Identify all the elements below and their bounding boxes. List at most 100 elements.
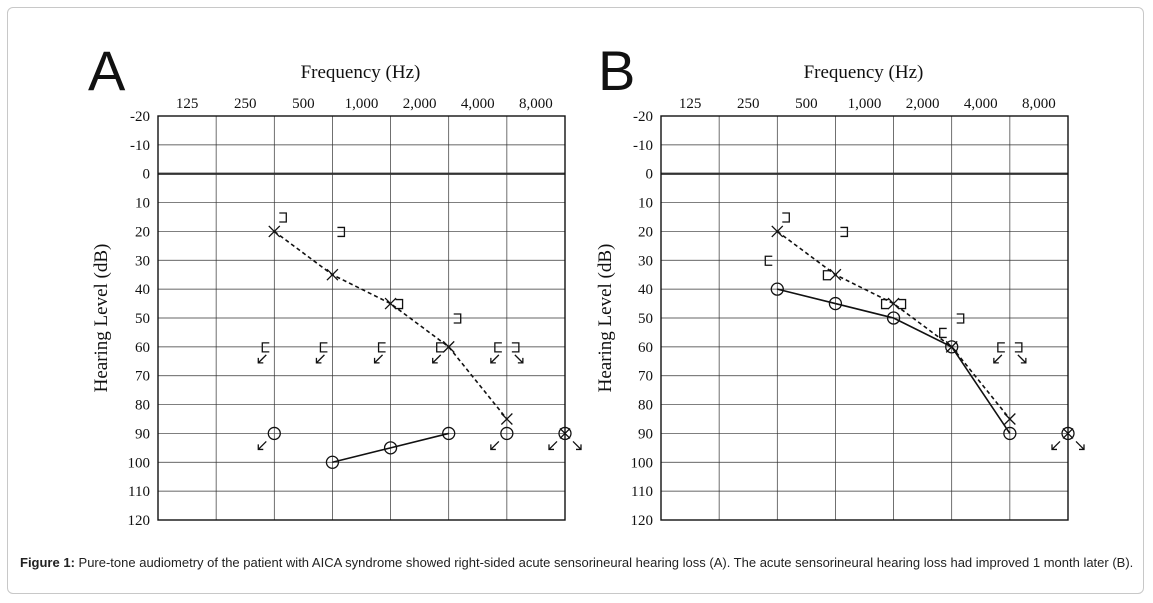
no-response-arrow [257, 440, 267, 451]
o-marker [500, 426, 514, 441]
no-response-arrow [548, 440, 558, 451]
y-tick-label: 30 [638, 253, 653, 269]
o-marker [828, 296, 843, 311]
x-marker [887, 297, 900, 310]
figure-caption: Figure 1: Pure-tone audiometry of the pa… [20, 553, 1140, 572]
y-tick-label: 110 [128, 484, 150, 500]
y-tick-label: 50 [638, 311, 653, 327]
plot-border [660, 115, 1069, 521]
y-tick-label: 10 [135, 196, 150, 212]
y-tick-label: 10 [638, 196, 653, 212]
x-tick-label: 500 [292, 96, 315, 112]
x-tick-label: 1,000 [848, 96, 882, 112]
bracket-marker [880, 298, 889, 310]
x-tick-label: 250 [234, 96, 257, 112]
bracket-marker [279, 212, 287, 223]
y-tick-label: 0 [143, 167, 151, 183]
no-response-arrow [514, 354, 524, 364]
x-marker [1003, 413, 1016, 425]
bracket-marker [319, 342, 328, 353]
x-marker [384, 297, 397, 310]
plot-border [157, 115, 566, 521]
bracket-marker [377, 342, 386, 353]
x-tick-label: 8,000 [1022, 96, 1056, 112]
bracket-marker [494, 342, 502, 353]
right-ear-air-line [777, 288, 1011, 434]
no-response-arrow [257, 354, 267, 364]
bracket-marker [956, 313, 965, 324]
y-tick-label: 30 [135, 253, 150, 269]
y-tick-label: 90 [135, 426, 150, 442]
caption-label: Figure 1: [20, 555, 75, 570]
x-tick-label: 2,000 [403, 96, 437, 112]
x-marker [829, 268, 842, 281]
no-response-arrow [1075, 440, 1085, 451]
left-ear-air-line [273, 230, 508, 420]
o-marker [1003, 426, 1017, 441]
no-response-arrow [1051, 440, 1061, 451]
bracket-marker [395, 298, 404, 310]
y-tick-label: 80 [638, 398, 653, 414]
x-marker [268, 225, 281, 238]
o-marker [886, 311, 901, 325]
bracket-marker [840, 226, 849, 238]
y-tick-label: -20 [633, 109, 653, 125]
y-tick-label: 40 [135, 282, 150, 298]
x-tick-label: 1,000 [345, 96, 379, 112]
bracket-marker [511, 342, 520, 353]
bracket-marker [436, 342, 444, 353]
bracket-marker [1014, 342, 1023, 353]
bracket-marker [997, 342, 1005, 353]
left-ear-air-line [776, 230, 1011, 420]
bracket-marker [764, 255, 773, 266]
o-marker [1061, 426, 1075, 441]
y-tick-label: 70 [638, 369, 653, 385]
y-tick-label: 0 [646, 167, 654, 183]
bracket-marker [453, 313, 462, 324]
y-tick-label: 110 [631, 484, 653, 500]
y-tick-label: 60 [135, 340, 150, 356]
x-tick-label: 250 [737, 96, 760, 112]
y-tick-label: 120 [631, 513, 654, 529]
x-marker [442, 340, 455, 353]
x-tick-label: 125 [176, 96, 199, 112]
x-tick-label: 8,000 [519, 96, 553, 112]
right-ear-air-line [332, 432, 449, 464]
no-response-arrow [373, 354, 384, 364]
y-axis-title: Hearing Level (dB) [91, 244, 112, 393]
bracket-marker [898, 298, 907, 310]
x-tick-label: 4,000 [964, 96, 998, 112]
no-response-arrow [993, 354, 1003, 364]
x-tick-label: 500 [795, 96, 818, 112]
y-tick-label: 60 [638, 340, 653, 356]
no-response-arrow [490, 354, 500, 364]
bracket-marker [337, 226, 346, 238]
x-marker [1062, 427, 1074, 439]
audiogram-b: B Frequency (Hz) Hearing Level (dB) -20 -10 0… [595, 39, 1085, 529]
y-tick-label: 100 [128, 455, 151, 471]
no-response-arrow [490, 440, 500, 451]
y-tick-label: 80 [135, 398, 150, 414]
o-marker [770, 282, 784, 296]
y-tick-label: 120 [128, 513, 151, 529]
bracket-marker [822, 270, 831, 281]
y-tick-label: 40 [638, 282, 653, 298]
x-marker [559, 427, 571, 439]
o-marker [267, 426, 281, 441]
y-tick-label: -10 [130, 138, 150, 154]
x-axis-title: Frequency (Hz) [804, 62, 924, 83]
no-response-arrow [315, 354, 325, 364]
x-marker [771, 225, 784, 238]
x-marker [326, 268, 339, 281]
y-tick-label: 90 [638, 426, 653, 442]
no-response-arrow [572, 440, 582, 451]
x-tick-label: 2,000 [906, 96, 940, 112]
y-axis-title: Hearing Level (dB) [595, 244, 616, 393]
o-marker [945, 340, 959, 354]
y-tick-label: 100 [631, 455, 654, 471]
caption-text: Pure-tone audiometry of the patient with… [74, 555, 1134, 570]
y-tick-label: -10 [633, 138, 653, 154]
bracket-marker [939, 327, 947, 339]
audiogram-a: A Frequency (Hz) Hearing Level (dB) -20 -10 0… [88, 39, 582, 529]
